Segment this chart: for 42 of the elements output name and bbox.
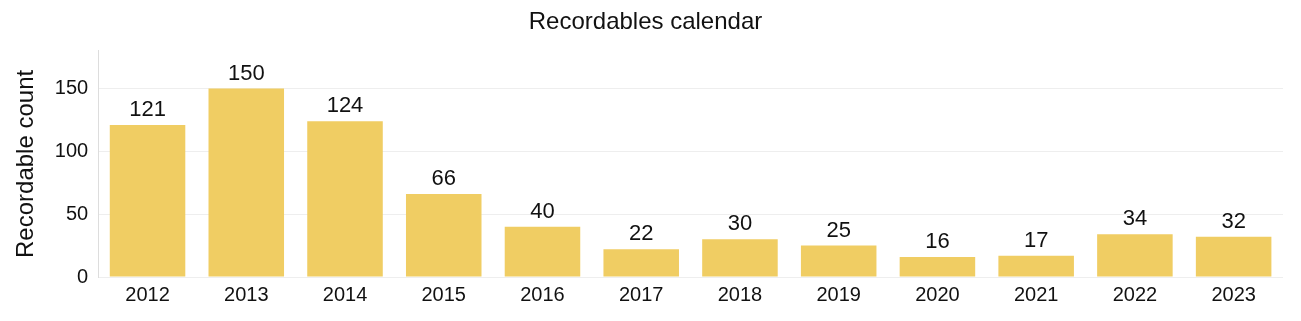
data-label: 17 — [1023, 226, 1049, 252]
bar — [208, 88, 285, 277]
x-tick-label: 2021 — [1013, 282, 1059, 305]
bar — [1097, 234, 1173, 277]
x-tick-label: 2013 — [224, 282, 269, 305]
data-label: 34 — [1122, 205, 1148, 231]
bar — [603, 249, 679, 277]
data-label: 66 — [431, 165, 456, 191]
x-tick-label: 2019 — [816, 282, 861, 305]
bar — [109, 124, 186, 277]
bar — [1195, 236, 1272, 277]
bar — [405, 194, 482, 277]
y-tick-label: 150 — [54, 76, 89, 99]
data-label: 124 — [326, 92, 364, 118]
x-tick-label: 2023 — [1211, 282, 1256, 305]
data-label: 121 — [129, 96, 166, 122]
bar — [800, 245, 877, 277]
x-tick-label: 2020 — [915, 282, 960, 305]
data-label: 30 — [727, 210, 753, 236]
chart-title: Recordables calendar — [528, 7, 763, 35]
bar — [504, 226, 581, 277]
y-tick-label: 50 — [65, 201, 89, 224]
data-label: 22 — [628, 220, 654, 246]
x-tick-label: 2016 — [520, 282, 565, 305]
data-label: 40 — [530, 197, 555, 223]
y-axis-title: Recordable count — [11, 69, 39, 258]
y-tick-label: 0 — [77, 264, 89, 287]
x-tick-label: 2015 — [421, 282, 466, 305]
x-tick-label: 2018 — [717, 282, 763, 305]
bar — [899, 256, 976, 277]
data-label: 32 — [1221, 207, 1246, 233]
data-label: 25 — [826, 216, 851, 242]
y-tick-label: 100 — [54, 138, 89, 161]
data-label: 16 — [925, 227, 950, 253]
bar — [998, 255, 1074, 277]
x-tick-label: 2014 — [322, 282, 368, 305]
x-tick-label: 2022 — [1112, 282, 1158, 305]
data-label: 150 — [227, 59, 265, 85]
bar — [702, 239, 778, 277]
x-tick-label: 2017 — [618, 282, 664, 305]
x-tick-label: 2012 — [125, 282, 170, 305]
bar — [307, 121, 383, 277]
